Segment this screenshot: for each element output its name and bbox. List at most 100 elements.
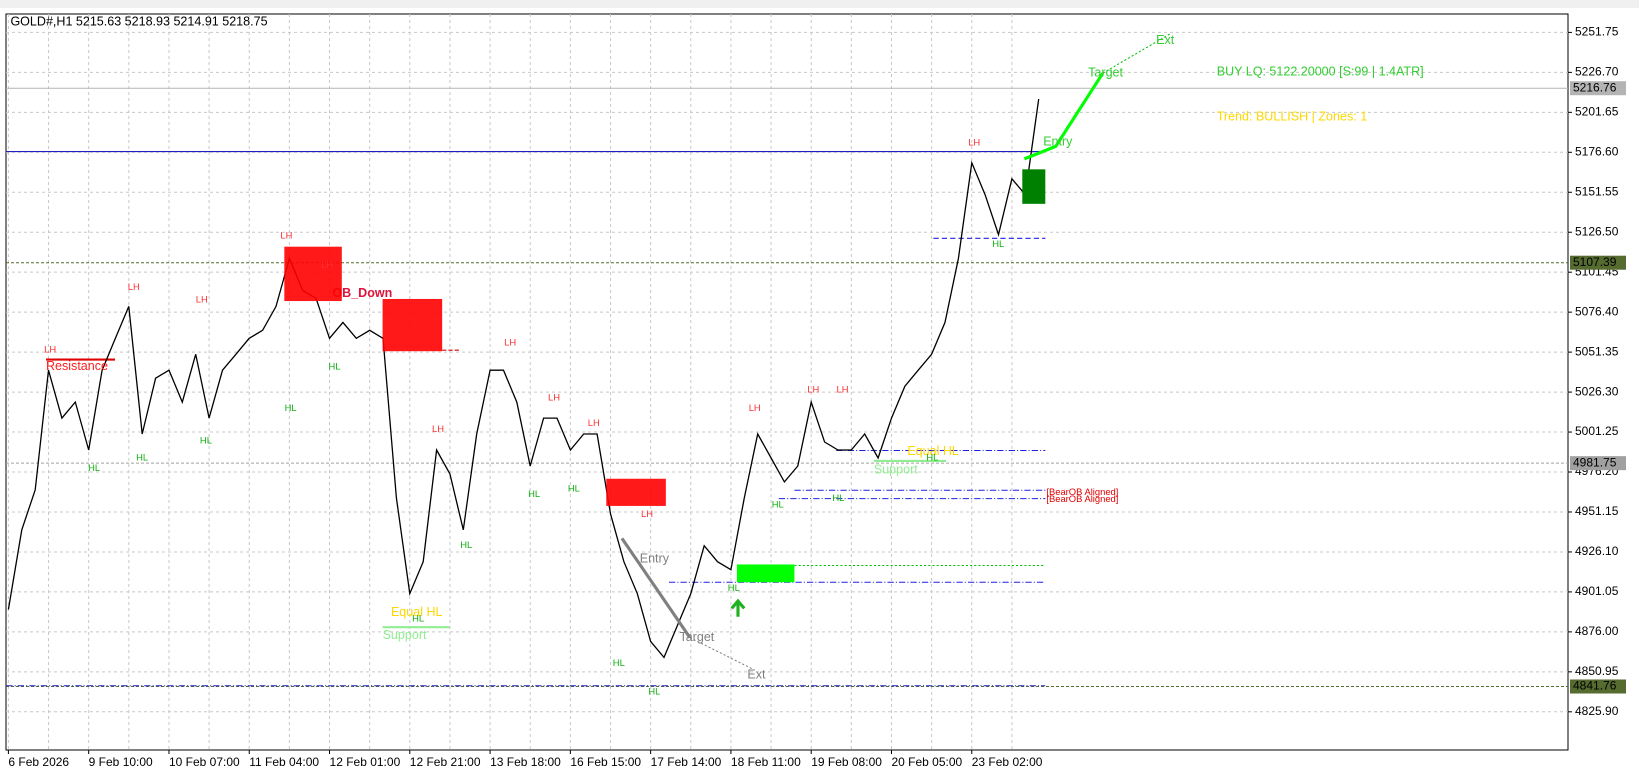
price-level-label: 4841.76 bbox=[1573, 679, 1617, 693]
swing-label: HL bbox=[832, 492, 844, 503]
projection bbox=[620, 537, 692, 639]
annotation: OB_Down bbox=[332, 286, 392, 300]
swing-label: HL bbox=[528, 488, 540, 499]
swing-label: HL bbox=[992, 238, 1004, 249]
swing-label: LH bbox=[196, 293, 208, 304]
swing-label: LH bbox=[807, 383, 819, 394]
price-level-box bbox=[1570, 81, 1626, 96]
swing-label: LH bbox=[432, 423, 444, 434]
y-tick-label: 5001.25 bbox=[1575, 424, 1619, 438]
annotation: Ext bbox=[747, 668, 766, 682]
arrow bbox=[730, 598, 746, 617]
x-tick-label: 9 Feb 10:00 bbox=[89, 755, 153, 769]
y-tick-label: 5126.50 bbox=[1575, 224, 1619, 238]
annotation: Equal HL bbox=[907, 444, 959, 458]
x-tick-label: 13 Feb 18:00 bbox=[490, 755, 561, 769]
annotation: Ext bbox=[1156, 33, 1175, 47]
zone bbox=[736, 564, 795, 583]
x-tick-label: 18 Feb 11:00 bbox=[731, 755, 801, 769]
swing-label: HL bbox=[772, 498, 784, 509]
x-tick-label: 12 Feb 21:00 bbox=[410, 755, 481, 769]
y-tick-label: 4876.00 bbox=[1575, 624, 1619, 638]
y-tick-label: 5076.40 bbox=[1575, 304, 1619, 318]
annotation: Support bbox=[383, 628, 427, 642]
annotation: [BearOB Aligned] bbox=[1046, 486, 1118, 497]
y-tick-label: 5176.60 bbox=[1575, 144, 1619, 158]
zone bbox=[284, 246, 342, 302]
price-level-box bbox=[1570, 255, 1626, 270]
swing-label: LH bbox=[44, 344, 56, 355]
swing-label: LH bbox=[749, 402, 761, 413]
swing-label: HL bbox=[285, 402, 297, 413]
swing-label: LH bbox=[280, 230, 292, 241]
x-tick-label: 19 Feb 08:00 bbox=[811, 755, 882, 769]
swing-label: HL bbox=[88, 462, 100, 473]
price-level-box bbox=[1570, 456, 1626, 471]
price-level-box bbox=[1570, 679, 1626, 694]
x-tick-label: 17 Feb 14:00 bbox=[651, 755, 722, 769]
swing-label: LH bbox=[588, 417, 600, 428]
annotation: Support bbox=[874, 463, 918, 477]
annotation: Target bbox=[679, 630, 714, 644]
x-tick-label: 20 Feb 05:00 bbox=[891, 755, 962, 769]
y-tick-label: 4901.05 bbox=[1575, 584, 1619, 598]
y-tick-label: 4951.15 bbox=[1575, 504, 1619, 518]
zones bbox=[6, 151, 1046, 687]
price-level-label: 5107.39 bbox=[1573, 255, 1617, 269]
annotation: Entry bbox=[640, 552, 670, 566]
swing-label: HL bbox=[460, 539, 472, 550]
annotation: [BearOB Aligned] bbox=[1046, 493, 1118, 504]
swing-label: HL bbox=[200, 435, 212, 446]
axes: 5251.75 5226.70 5201.65 5176.60 5151.55 5126.… bbox=[7, 25, 1626, 769]
projection bbox=[689, 637, 753, 670]
toolbar bbox=[0, 0, 1639, 8]
price-line bbox=[7, 98, 1040, 659]
x-tick-label: 23 Feb 02:00 bbox=[972, 755, 1043, 769]
y-tick-label: 5251.75 bbox=[1575, 25, 1619, 39]
y-tick-label: 5151.55 bbox=[1575, 184, 1619, 198]
y-tick-label: 5026.30 bbox=[1575, 384, 1619, 398]
annotation: Entry bbox=[1043, 134, 1073, 148]
plot-frame bbox=[5, 13, 1569, 751]
swing-label: LH bbox=[641, 508, 653, 519]
zone bbox=[1022, 169, 1046, 204]
swing-label: HL bbox=[613, 657, 625, 668]
y-tick-label: 5226.70 bbox=[1575, 65, 1619, 79]
swing-label: HL bbox=[926, 451, 938, 462]
projection bbox=[1023, 72, 1105, 161]
swing-label: LH bbox=[321, 259, 333, 270]
annotation: Equal HL bbox=[391, 605, 443, 619]
annotation: Trend: BULLISH | Zones: 1 bbox=[1217, 109, 1367, 123]
y-tick-label: 5201.65 bbox=[1575, 104, 1619, 118]
price-level-label: 4981.75 bbox=[1573, 455, 1617, 469]
x-tick-label: 10 Feb 07:00 bbox=[169, 755, 240, 769]
swing-label: HL bbox=[648, 685, 660, 696]
zone bbox=[606, 478, 666, 506]
swing-label: HL bbox=[328, 360, 340, 371]
x-tick-label: 16 Feb 15:00 bbox=[570, 755, 641, 769]
swing-label: LH bbox=[837, 383, 849, 394]
swing-label: LH bbox=[968, 137, 980, 148]
swing-label: HL bbox=[412, 612, 424, 623]
swing-label: HL bbox=[136, 451, 148, 462]
swing-label: LH bbox=[548, 392, 560, 403]
y-tick-label: 4926.10 bbox=[1575, 544, 1619, 558]
price-level-label: 5216.76 bbox=[1573, 80, 1617, 94]
y-tick-label: 4825.90 bbox=[1575, 704, 1619, 718]
overlays: OB_Down GOLD#,H1 5215.63 5218.93 5214.91… bbox=[10, 14, 1423, 696]
annotation: Target bbox=[1088, 65, 1123, 79]
y-tick-label: 4850.95 bbox=[1575, 664, 1619, 678]
y-tick-label: 5051.35 bbox=[1575, 344, 1619, 358]
symbol-header: GOLD#,H1 5215.63 5218.93 5214.91 5218.75 bbox=[10, 14, 267, 28]
x-tick-label: 12 Feb 01:00 bbox=[330, 755, 401, 769]
x-tick-label: 11 Feb 04:00 bbox=[249, 755, 319, 769]
x-tick-label: 6 Feb 2026 bbox=[8, 755, 69, 769]
annotation: Resistance bbox=[46, 359, 108, 373]
zone bbox=[382, 298, 443, 352]
projection bbox=[1102, 32, 1171, 74]
series bbox=[7, 98, 1040, 659]
annotation: BUY LQ: 5122.20000 [S:99 | 1.4ATR] bbox=[1217, 64, 1424, 78]
swing-label: LH bbox=[504, 336, 516, 347]
